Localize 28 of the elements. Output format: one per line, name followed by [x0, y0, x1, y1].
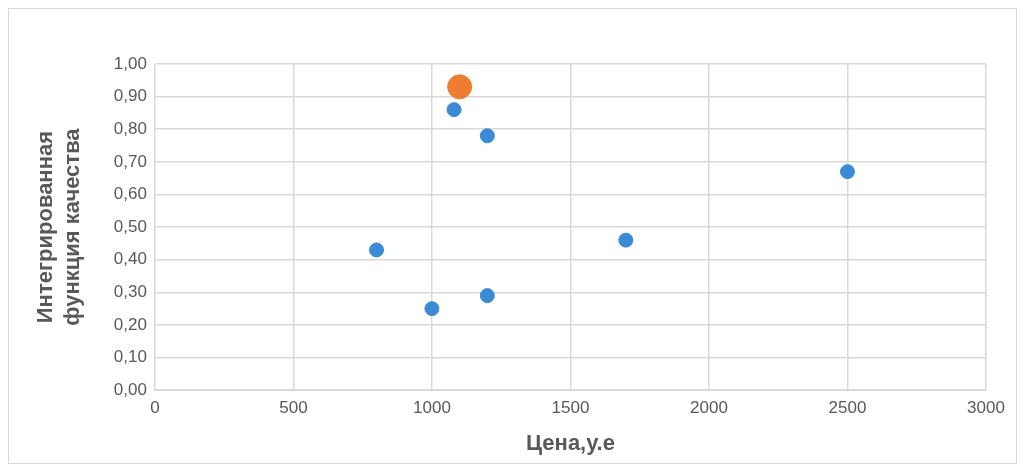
x-tick-label: 3000	[967, 398, 1005, 418]
x-tick-label: 1500	[551, 398, 590, 418]
point	[479, 128, 495, 144]
point	[618, 232, 634, 248]
x-tick-label: 2500	[828, 398, 867, 418]
y-tick-label: 0,30	[113, 282, 147, 302]
point	[369, 242, 385, 258]
x-tick-label: 0	[150, 398, 160, 418]
x-tick-label: 2000	[690, 398, 728, 418]
x-tick-label: 500	[279, 398, 308, 418]
y-tick-label: 1,00	[113, 53, 147, 73]
y-tick-label: 0,40	[113, 249, 147, 269]
y-tick-label: 0,00	[113, 379, 147, 399]
y-tick-label: 0,10	[113, 347, 147, 367]
x-axis-title: Цена,у.е	[526, 429, 615, 455]
y-tick-label: 0,70	[113, 151, 147, 171]
point	[839, 164, 855, 180]
x-tick-label: 1000	[413, 398, 451, 418]
point	[447, 74, 473, 100]
y-axis-title: Интегрированная функция качества	[32, 127, 84, 326]
y-tick-label: 0,50	[113, 216, 147, 236]
point	[424, 301, 440, 317]
point	[446, 102, 462, 118]
y-tick-label: 0,60	[113, 184, 147, 204]
point	[479, 288, 495, 304]
y-tick-label: 0,20	[113, 314, 147, 334]
y-tick-label: 0,80	[113, 118, 147, 138]
y-tick-label: 0,90	[113, 86, 147, 106]
